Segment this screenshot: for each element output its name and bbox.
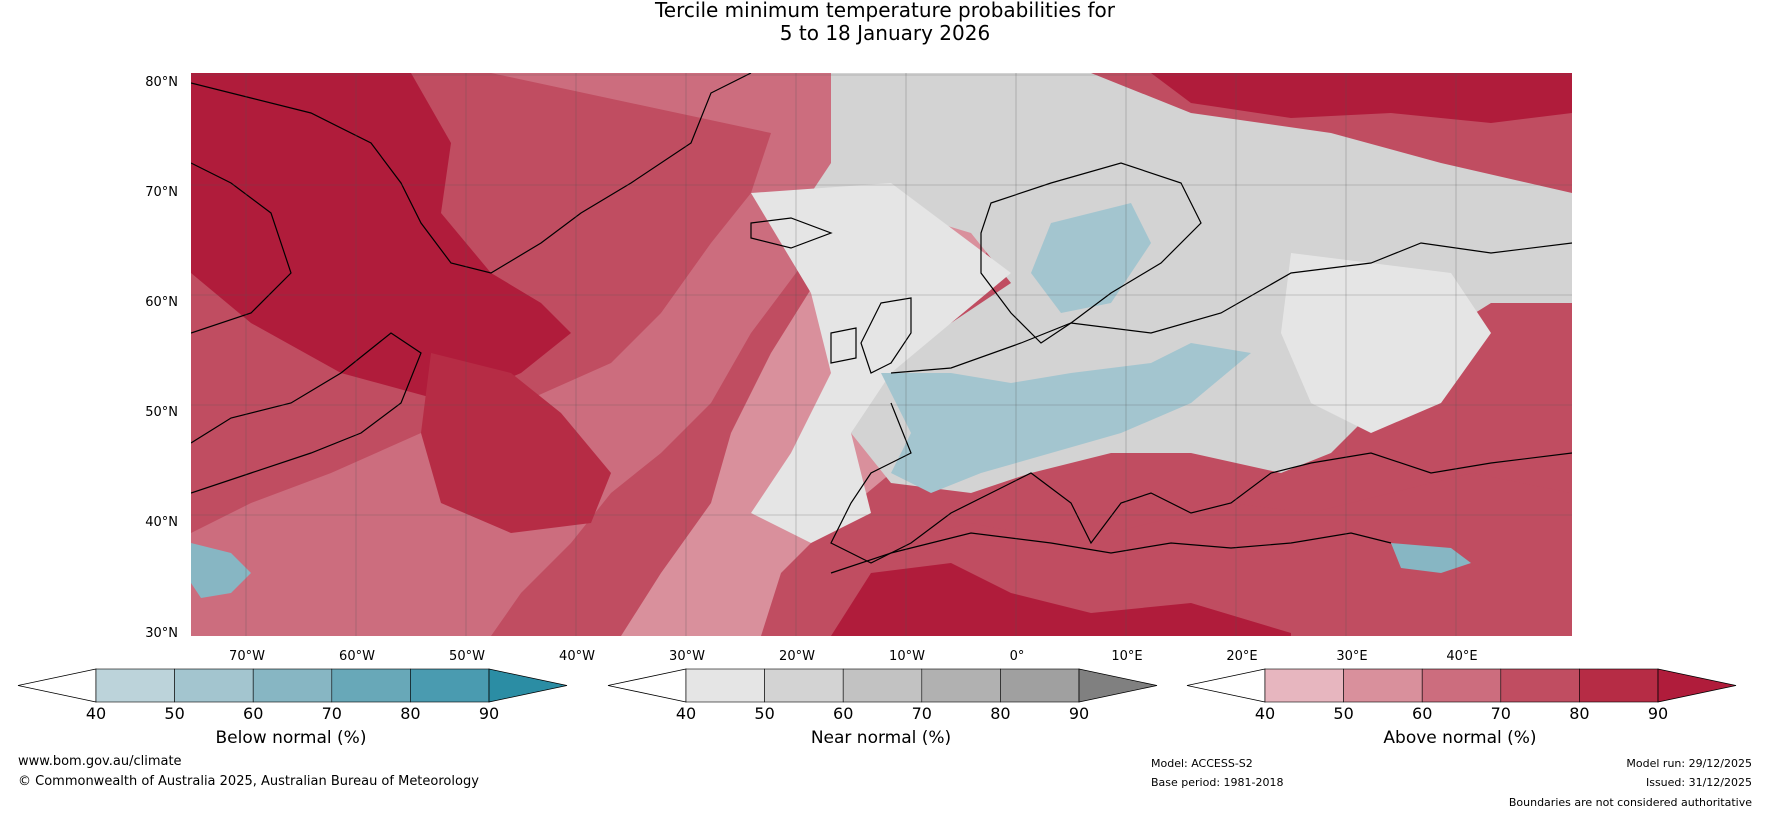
below-tick-70: 70 bbox=[322, 704, 342, 723]
near-segment-40 bbox=[685, 668, 765, 703]
probability-map bbox=[191, 73, 1572, 636]
lon-label-50w: 50°W bbox=[449, 649, 485, 664]
below-normal-middle-east bbox=[1391, 543, 1471, 573]
above-tick-80: 80 bbox=[1569, 704, 1589, 723]
near-normal-light bbox=[751, 183, 1011, 543]
colorbar-above-label: Above normal (%) bbox=[1383, 728, 1537, 748]
below-segment-70 bbox=[331, 668, 411, 703]
below-normal-europe bbox=[881, 343, 1251, 493]
above-segment-70 bbox=[1500, 668, 1580, 703]
near-segment-50 bbox=[764, 668, 844, 703]
below-segment-60 bbox=[252, 668, 333, 703]
above-tick-40: 40 bbox=[1255, 704, 1275, 723]
colorbar-above-svg: 40 50 60 70 80 90 bbox=[1186, 668, 1737, 723]
lat-label-30n: 30°N bbox=[145, 626, 178, 641]
lat-label-70n: 70°N bbox=[145, 185, 178, 200]
below-segment-80 bbox=[410, 668, 490, 703]
lon-label-10w: 10°W bbox=[889, 649, 925, 664]
colorbar-near-svg: 40 50 60 70 80 90 bbox=[607, 668, 1158, 723]
below-normal-atlantic bbox=[191, 543, 251, 598]
lon-label-40e: 40°E bbox=[1446, 649, 1478, 664]
colorbar-near-label: Near normal (%) bbox=[810, 728, 952, 748]
near-segment-70 bbox=[921, 668, 1001, 703]
title-line-2: 5 to 18 January 2026 bbox=[779, 21, 991, 45]
lat-label-80n: 80°N bbox=[145, 75, 178, 90]
near-tick-50: 50 bbox=[754, 704, 774, 723]
footer-website: www.bom.gov.au/climate bbox=[18, 754, 182, 769]
lat-label-40n: 40°N bbox=[145, 515, 178, 530]
above-extend-high bbox=[1657, 668, 1737, 703]
near-tick-60: 60 bbox=[833, 704, 853, 723]
lon-label-10e: 10°E bbox=[1111, 649, 1143, 664]
below-segment-40 bbox=[95, 668, 175, 703]
above-extend-low bbox=[1186, 668, 1266, 703]
near-tick-90: 90 bbox=[1069, 704, 1089, 723]
lat-label-60n: 60°N bbox=[145, 295, 178, 310]
above-normal-africa-dark bbox=[831, 563, 1291, 636]
below-segment-50 bbox=[174, 668, 254, 703]
near-segment-80 bbox=[1000, 668, 1080, 703]
lon-label-30w: 30°W bbox=[669, 649, 705, 664]
colorbar-below-svg: 40 50 60 70 80 90 bbox=[17, 668, 568, 723]
lon-label-30e: 30°E bbox=[1336, 649, 1368, 664]
above-segment-80 bbox=[1579, 668, 1659, 703]
lat-label-50n: 50°N bbox=[145, 405, 178, 420]
below-tick-50: 50 bbox=[164, 704, 184, 723]
colorbar-near: 40 50 60 70 80 90 bbox=[607, 668, 1158, 728]
colorbar-above: 40 50 60 70 80 90 bbox=[1186, 668, 1737, 728]
near-tick-70: 70 bbox=[912, 704, 932, 723]
colorbar-below-label: Below normal (%) bbox=[215, 728, 367, 748]
near-extend-high bbox=[1078, 668, 1158, 703]
lon-label-0: 0° bbox=[1009, 649, 1025, 664]
lon-label-60w: 60°W bbox=[339, 649, 375, 664]
near-extend-low bbox=[607, 668, 687, 703]
above-tick-60: 60 bbox=[1412, 704, 1432, 723]
below-extend-high bbox=[488, 668, 568, 703]
near-tick-40: 40 bbox=[676, 704, 696, 723]
coastlines bbox=[191, 73, 1572, 574]
below-normal-scandinavia bbox=[1031, 203, 1151, 313]
above-tick-70: 70 bbox=[1491, 704, 1511, 723]
above-90-west bbox=[191, 73, 571, 403]
lon-label-20w: 20°W bbox=[779, 649, 815, 664]
lon-label-40w: 40°W bbox=[559, 649, 595, 664]
below-tick-40: 40 bbox=[86, 704, 106, 723]
title-line-1: Tercile minimum temperature probabilitie… bbox=[654, 0, 1116, 22]
footer-copyright: © Commonwealth of Australia 2025, Austra… bbox=[18, 774, 479, 789]
graticule bbox=[191, 73, 1572, 636]
below-tick-90: 90 bbox=[479, 704, 499, 723]
near-normal-eastern bbox=[1281, 253, 1491, 433]
below-tick-60: 60 bbox=[243, 704, 263, 723]
near-tick-80: 80 bbox=[990, 704, 1010, 723]
above-segment-40 bbox=[1264, 668, 1344, 703]
footer-issued: Issued: 31/12/2025 bbox=[1645, 776, 1752, 789]
above-tick-50: 50 bbox=[1333, 704, 1353, 723]
below-tick-80: 80 bbox=[400, 704, 420, 723]
footer-model-run: Model run: 29/12/2025 bbox=[1626, 757, 1752, 770]
footer-base-period: Base period: 1981-2018 bbox=[1151, 776, 1284, 789]
lon-label-20e: 20°E bbox=[1226, 649, 1258, 664]
colorbar-below: 40 50 60 70 80 90 bbox=[17, 668, 568, 728]
above-90-central bbox=[421, 353, 611, 533]
below-extend-low bbox=[17, 668, 97, 703]
above-segment-60 bbox=[1421, 668, 1502, 703]
above-segment-50 bbox=[1343, 668, 1423, 703]
above-tick-90: 90 bbox=[1648, 704, 1668, 723]
lon-label-70w: 70°W bbox=[229, 649, 265, 664]
footer-model: Model: ACCESS-S2 bbox=[1151, 757, 1253, 770]
above-90-arctic bbox=[1151, 73, 1572, 123]
footer-disclaimer: Boundaries are not considered authoritat… bbox=[1508, 796, 1752, 809]
near-segment-60 bbox=[842, 668, 923, 703]
map-title: Tercile minimum temperature probabilitie… bbox=[0, 0, 1770, 45]
